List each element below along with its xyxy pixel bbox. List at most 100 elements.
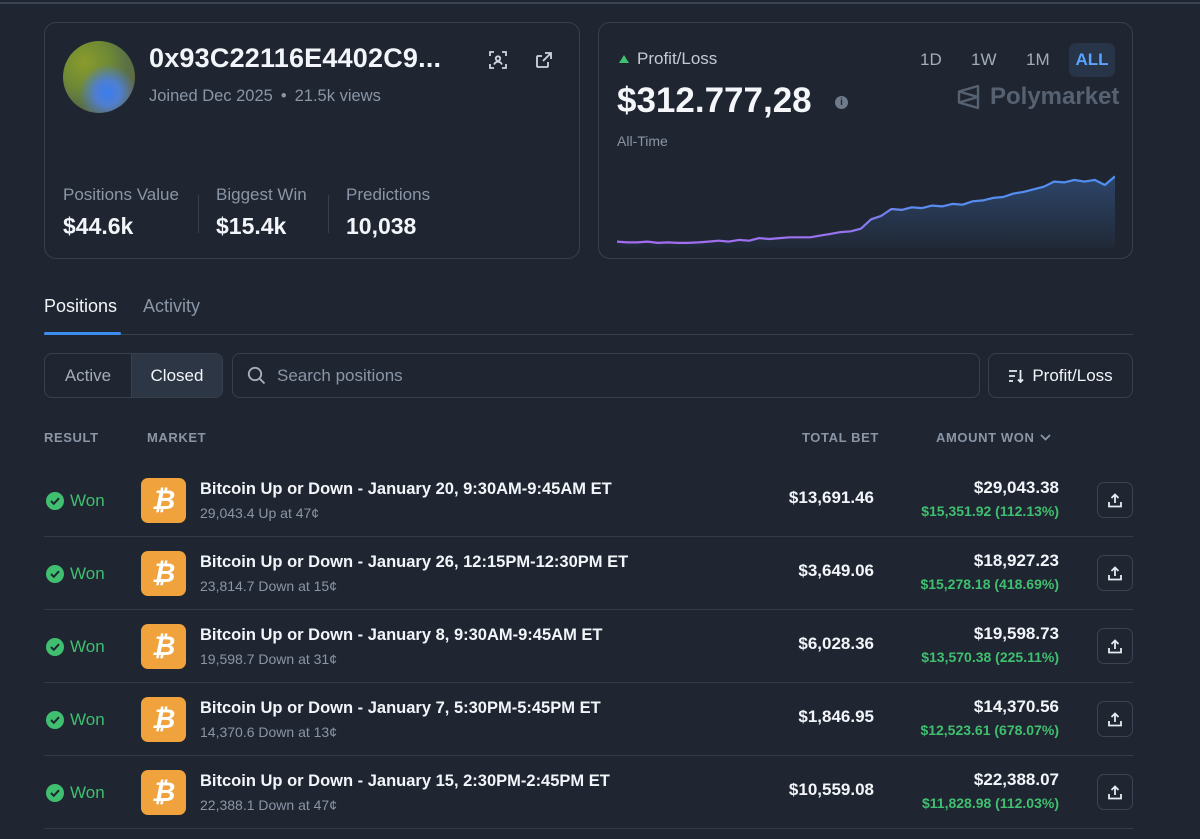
chart-point bbox=[1064, 182, 1065, 183]
share-button[interactable] bbox=[1097, 774, 1133, 810]
chart-point bbox=[1094, 179, 1095, 180]
amount-won: $14,370.56 bbox=[973, 697, 1059, 716]
avatar bbox=[63, 41, 135, 113]
chart-point bbox=[1084, 181, 1085, 182]
chart-point bbox=[921, 208, 922, 209]
period-label: All-Time bbox=[617, 133, 668, 149]
profit-gain: $11,828.98 (112.03%) bbox=[921, 795, 1059, 811]
result-text: Won bbox=[70, 564, 105, 583]
range-1d[interactable]: 1D bbox=[920, 50, 942, 69]
chart-point bbox=[667, 242, 668, 243]
chart-point bbox=[871, 219, 872, 220]
chart-point bbox=[647, 241, 648, 242]
result-badge: Won bbox=[46, 783, 105, 803]
share-button[interactable] bbox=[1097, 628, 1133, 664]
wallet-address: 0x93C22116E4402C9... bbox=[149, 43, 442, 73]
total-bet: $1,846.95 bbox=[798, 707, 874, 726]
stat-label: Biggest Win bbox=[216, 185, 307, 204]
market-position: 29,043.4 Up at 47¢ bbox=[200, 505, 320, 521]
result-badge: Won bbox=[46, 710, 105, 730]
bitcoin-icon: ₿ bbox=[141, 770, 186, 815]
share-button[interactable] bbox=[1097, 482, 1133, 518]
profile-card: 0x93C22116E4402C9... Joined Dec 2025 • 21.… bbox=[44, 22, 580, 259]
chart-point bbox=[749, 240, 750, 241]
market-title[interactable]: Bitcoin Up or Down - January 20, 9:30AM-… bbox=[200, 480, 612, 498]
check-circle-icon bbox=[46, 638, 64, 656]
profit-loss-chart bbox=[617, 175, 1115, 249]
chart-point bbox=[830, 233, 831, 234]
filter-closed[interactable]: Closed bbox=[131, 354, 222, 397]
market-position: 19,598.7 Down at 31¢ bbox=[200, 651, 337, 667]
chart-point bbox=[769, 238, 770, 239]
header-total-bet[interactable]: TOTAL BET bbox=[802, 430, 879, 445]
table-row[interactable]: Won ₿ Bitcoin Up or Down - January 20, 9… bbox=[44, 464, 1133, 537]
tab-activity[interactable]: Activity bbox=[143, 296, 201, 316]
table-row[interactable]: Won ₿ Bitcoin Up or Down - January 26, 1… bbox=[44, 537, 1133, 610]
market-title[interactable]: Bitcoin Up or Down - January 8, 9:30AM-9… bbox=[200, 626, 603, 644]
header-result: RESULT bbox=[44, 430, 99, 445]
market-position: 22,388.1 Down at 47¢ bbox=[200, 797, 337, 813]
total-bet: $6,028.36 bbox=[798, 634, 874, 653]
result-text: Won bbox=[70, 783, 105, 802]
search-input[interactable] bbox=[277, 365, 957, 386]
views-count: 21.5k views bbox=[294, 87, 381, 105]
share-button[interactable] bbox=[1097, 555, 1133, 591]
chart-point bbox=[1003, 196, 1004, 197]
table-row[interactable]: Won ₿ Bitcoin Up or Down - January 8, 9:… bbox=[44, 610, 1133, 683]
chart-point bbox=[1043, 186, 1044, 187]
filter-active[interactable]: Active bbox=[64, 365, 112, 385]
share-icon bbox=[1108, 492, 1122, 507]
sort-button[interactable]: Profit/Loss bbox=[988, 353, 1133, 398]
chart-point bbox=[708, 241, 709, 242]
chart-point bbox=[1013, 193, 1014, 194]
chart-point bbox=[738, 239, 739, 240]
chart-point bbox=[992, 197, 993, 198]
share-button[interactable] bbox=[1097, 701, 1133, 737]
profit-loss-card: Profit/Loss 1D 1W 1M ALL $312.777,28 i P… bbox=[598, 22, 1133, 259]
chart-point bbox=[1074, 179, 1075, 180]
stat-positions-value: Positions Value $44.6k bbox=[63, 185, 179, 240]
chart-point bbox=[820, 235, 821, 236]
stat-value: 10,038 bbox=[346, 213, 417, 239]
result-text: Won bbox=[70, 710, 105, 729]
polymarket-brand: Polymarket bbox=[957, 83, 1119, 111]
stat-value: $15.4k bbox=[216, 213, 287, 239]
chart-point bbox=[657, 242, 658, 243]
table-row[interactable]: Won ₿ Bitcoin Up or Down - January 7, 5:… bbox=[44, 683, 1133, 756]
profit-loss-value: $312.777,28 bbox=[617, 81, 812, 120]
market-title[interactable]: Bitcoin Up or Down - January 15, 2:30PM-… bbox=[200, 772, 610, 790]
chart-point bbox=[1023, 191, 1024, 192]
sort-button-label: Profit/Loss bbox=[1032, 365, 1113, 385]
stat-label: Predictions bbox=[346, 185, 431, 204]
stat-value: $44.6k bbox=[63, 213, 134, 239]
market-title[interactable]: Bitcoin Up or Down - January 7, 5:30PM-5… bbox=[200, 699, 601, 717]
market-title[interactable]: Bitcoin Up or Down - January 26, 12:15PM… bbox=[200, 553, 629, 571]
status-filter: Active Closed bbox=[44, 353, 223, 398]
bitcoin-icon: ₿ bbox=[141, 697, 186, 742]
search-icon bbox=[247, 366, 266, 385]
qr-scan-icon[interactable] bbox=[487, 49, 509, 71]
info-icon[interactable]: i bbox=[835, 96, 848, 109]
chart-point bbox=[698, 242, 699, 243]
external-link-icon[interactable] bbox=[533, 49, 555, 71]
joined-date: Joined Dec 2025 bbox=[149, 87, 273, 105]
header-amount-won[interactable]: AMOUNT WON bbox=[936, 430, 1052, 445]
range-1m[interactable]: 1M bbox=[1026, 50, 1050, 69]
tab-positions[interactable]: Positions bbox=[44, 296, 118, 316]
table-row[interactable]: Won ₿ Bitcoin Up or Down - January 15, 2… bbox=[44, 756, 1133, 829]
share-icon bbox=[1108, 784, 1122, 799]
chart-point bbox=[891, 208, 892, 209]
sort-icon bbox=[1009, 369, 1024, 383]
header-market: MARKET bbox=[147, 430, 207, 445]
top-border bbox=[0, 2, 1200, 4]
chart-point bbox=[779, 238, 780, 239]
search-box bbox=[232, 353, 980, 398]
bitcoin-icon: ₿ bbox=[141, 478, 186, 523]
stat-biggest-win: Biggest Win $15.4k bbox=[216, 185, 307, 240]
stat-divider bbox=[198, 195, 199, 233]
range-1w[interactable]: 1W bbox=[971, 50, 997, 69]
bitcoin-icon: ₿ bbox=[141, 551, 186, 596]
range-all[interactable]: ALL bbox=[1069, 43, 1115, 77]
total-bet: $13,691.46 bbox=[788, 488, 874, 507]
chart-point bbox=[718, 240, 719, 241]
